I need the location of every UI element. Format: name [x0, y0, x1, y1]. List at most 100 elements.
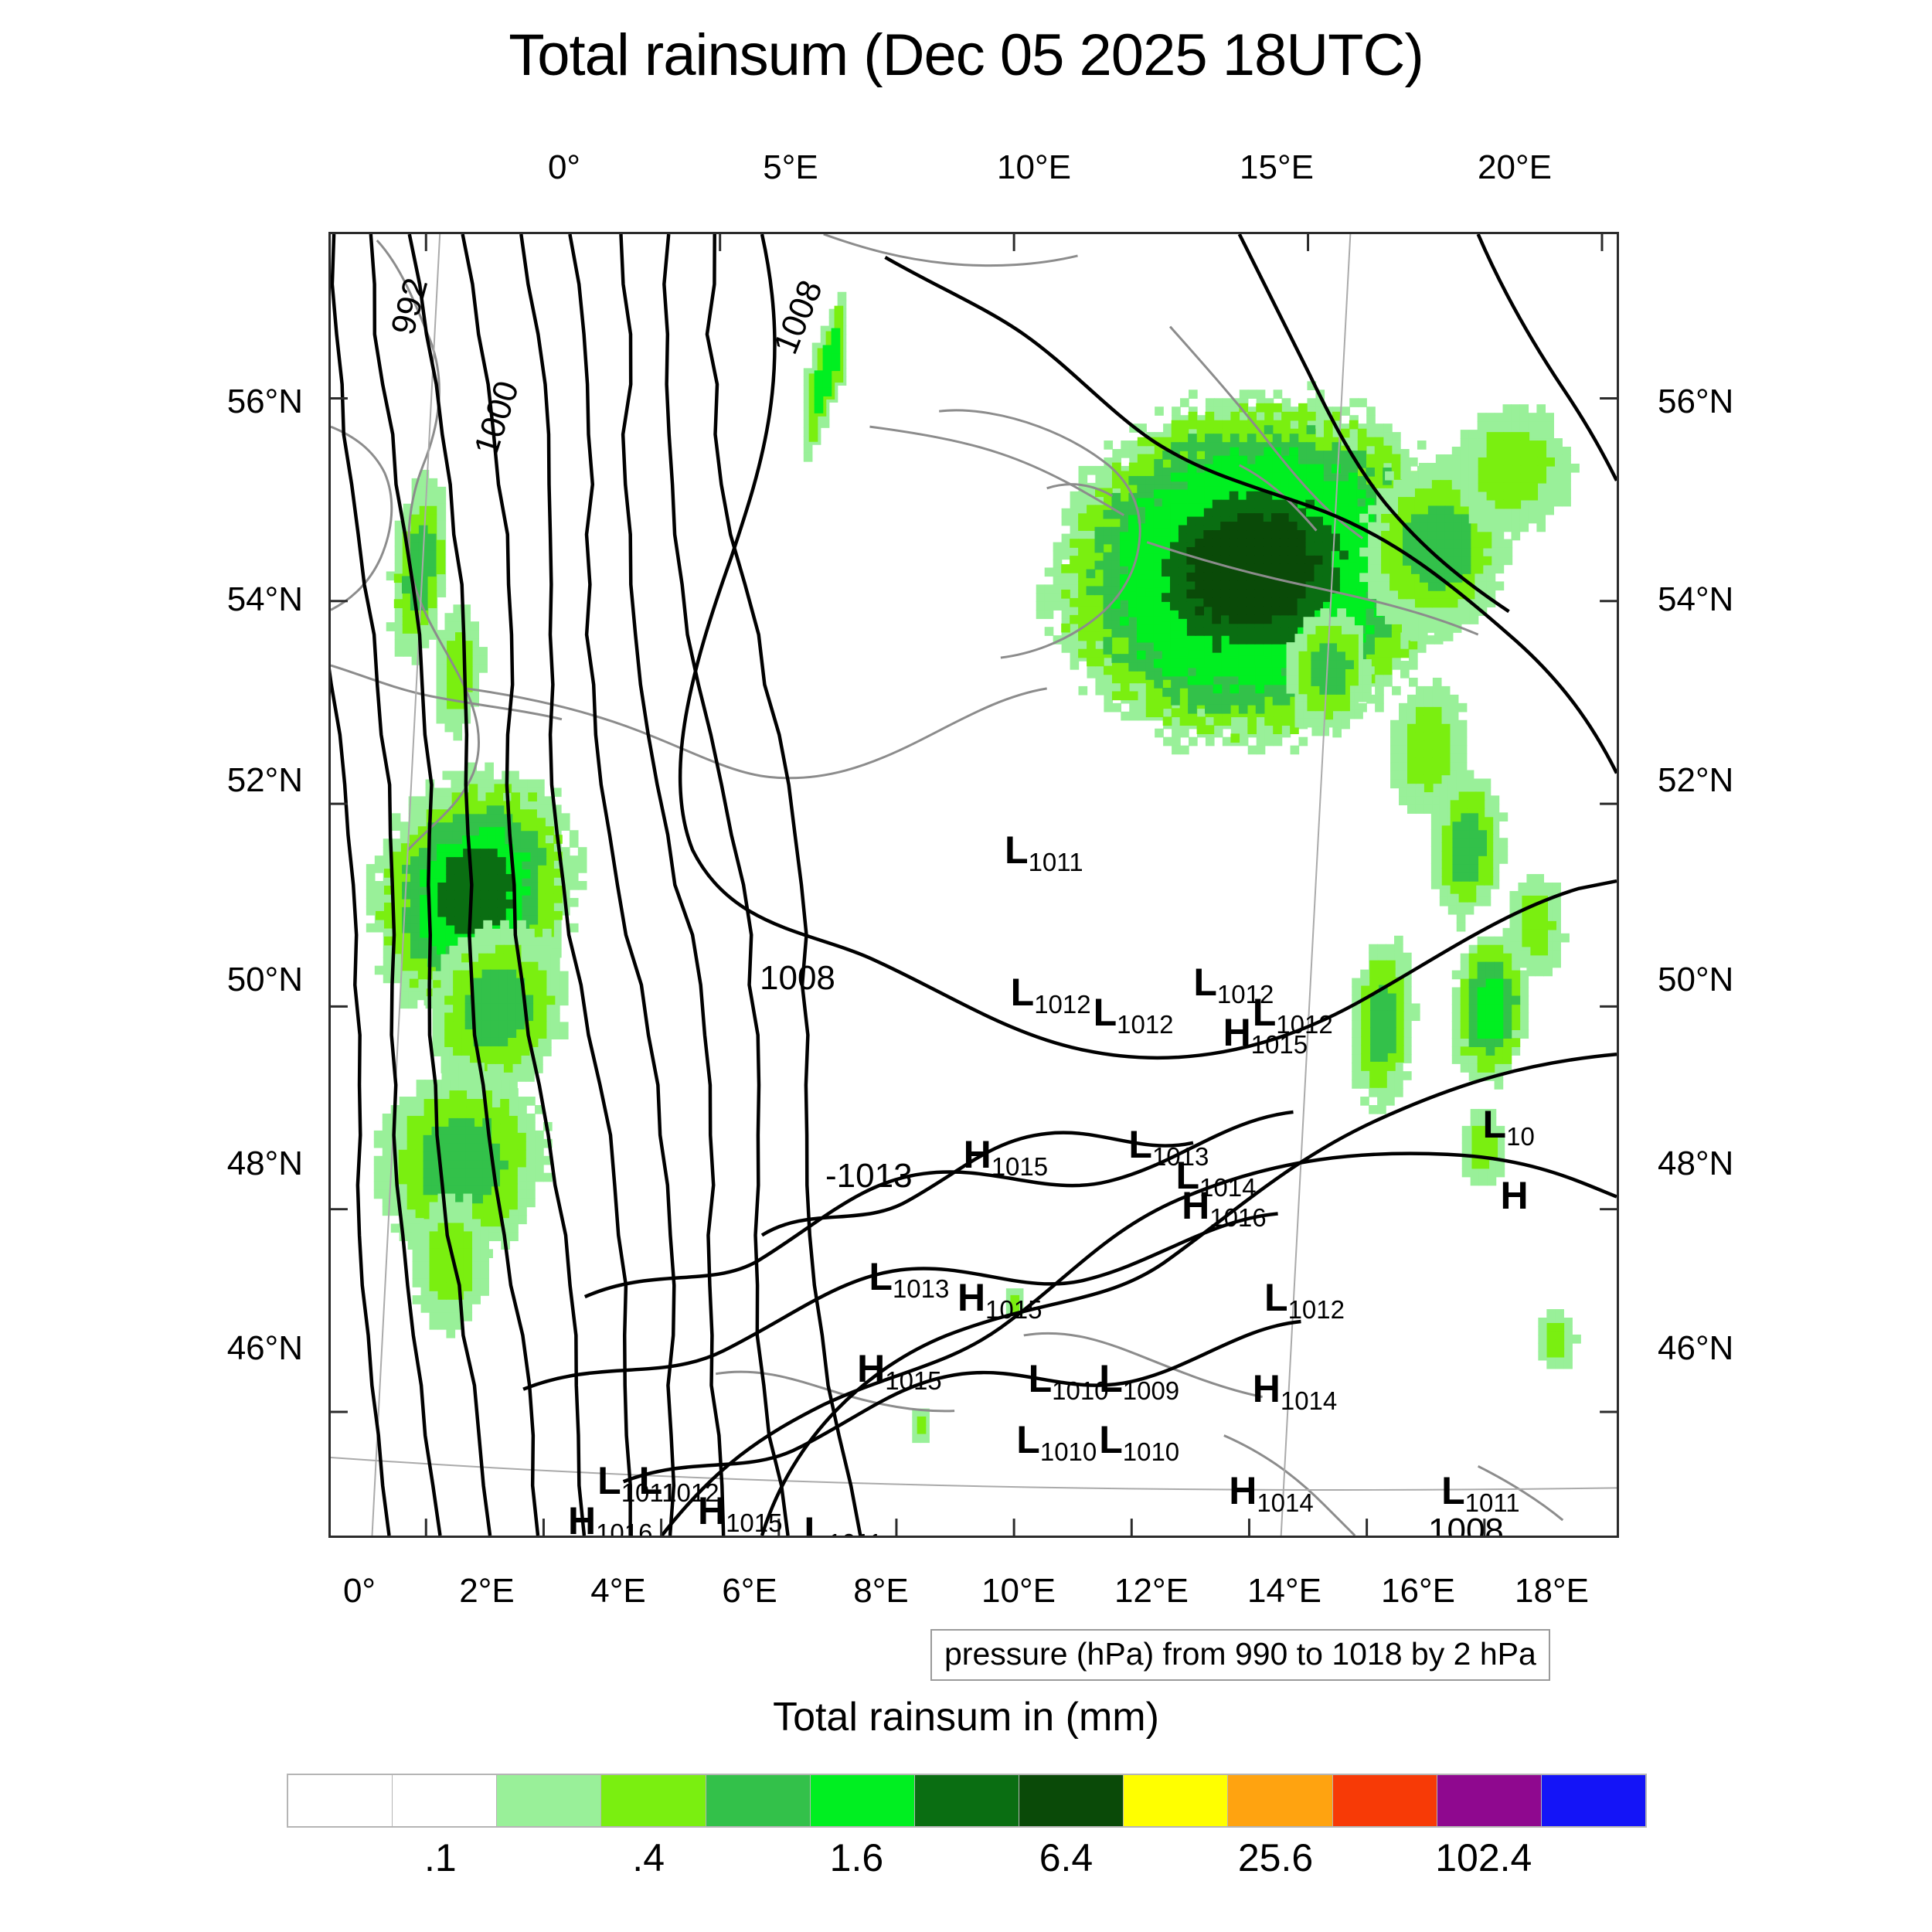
coast-inland-2	[1239, 464, 1318, 532]
lon-tick-bottom-7: 14°E	[1247, 1572, 1321, 1610]
page-title: Total rainsum (Dec 05 2025 18UTC)	[509, 22, 1424, 88]
parallel-45n	[331, 1457, 1617, 1491]
isobar-west-8	[662, 234, 790, 1536]
coast-inland-1	[1046, 483, 1114, 498]
isobar-west-6	[568, 234, 676, 1536]
meridian-0	[371, 234, 441, 1536]
lon-tick-top-3: 15°E	[1240, 148, 1314, 186]
colorbar-tick-labels: .1 .4 1.6 6.4 25.6 102.4	[287, 1835, 1647, 1889]
coast-balkan	[1477, 1464, 1564, 1522]
isobar-central-2	[622, 1319, 1301, 1484]
colorbar-tick-1: .4	[632, 1836, 665, 1879]
isobar-west-3	[407, 234, 540, 1536]
lon-tick-bottom-2: 4°E	[590, 1572, 646, 1610]
map-canvas	[331, 234, 1617, 1536]
lon-tick-top-1: 5°E	[763, 148, 818, 186]
coast-adriatic	[1223, 1434, 1356, 1536]
lat-tick-left-5: 46°N	[226, 1329, 303, 1367]
colorbar-segment-11	[1437, 1775, 1542, 1826]
isobar-north-3	[1476, 234, 1617, 481]
colorbar-segment-7	[1019, 1775, 1124, 1826]
colorbar-segment-4	[706, 1775, 811, 1826]
lat-tick-left-0: 56°N	[226, 383, 303, 420]
colorbar-tick-2: 1.6	[829, 1836, 884, 1879]
isobar-west-5	[519, 234, 632, 1536]
coast-jutland	[938, 409, 1141, 659]
precip-france-w-l2	[464, 969, 534, 1046]
colorbar-tick-4: 25.6	[1237, 1836, 1314, 1879]
coast-ireland	[331, 425, 393, 611]
lon-tick-bottom-6: 12°E	[1114, 1572, 1189, 1610]
isobar-west-2	[369, 234, 492, 1536]
precip-sweden-se-l1	[1478, 432, 1555, 509]
colorbar-segment-1	[393, 1775, 498, 1826]
lat-tick-right-0: 56°N	[1658, 383, 1734, 420]
precip-poland-nw-l1	[1406, 706, 1451, 793]
coast-n-sea	[869, 425, 1125, 516]
coast-alps-1	[1023, 1332, 1263, 1399]
colorbar-segment-3	[601, 1775, 706, 1826]
lat-tick-left-2: 52°N	[226, 761, 303, 799]
lat-tick-left-4: 48°N	[226, 1145, 303, 1182]
isobar-north-2	[1237, 234, 1510, 614]
colorbar-segment-5	[810, 1775, 915, 1826]
isobar-west-1	[331, 234, 442, 1536]
colorbar-segment-10	[1332, 1775, 1437, 1826]
coast-sweden-w	[1168, 325, 1364, 539]
colorbar-segment-0	[288, 1775, 393, 1826]
lat-tick-right-2: 52°N	[1658, 761, 1734, 799]
colorbar-tick-0: .1	[424, 1836, 457, 1879]
lon-tick-bottom-4: 8°E	[853, 1572, 909, 1610]
isobar-contour-layer	[331, 234, 1617, 1536]
precip-northsea-band-l2	[814, 328, 841, 413]
colorbar-segment-12	[1541, 1775, 1646, 1826]
precip-italy-spot-l1	[917, 1416, 927, 1434]
lon-tick-top-4: 20°E	[1478, 148, 1552, 186]
isobar-1008-main	[678, 234, 1617, 1060]
lon-tick-bottom-3: 6°E	[722, 1572, 777, 1610]
precipitation-shading-layer	[366, 291, 1581, 1444]
coast-baltic-s	[1146, 541, 1479, 636]
lon-tick-top-2: 10°E	[997, 148, 1071, 186]
isobar-central-0	[583, 1110, 1294, 1299]
colorbar[interactable]	[287, 1774, 1647, 1828]
coast-pyrenees	[715, 1370, 955, 1413]
coast-norway-s	[823, 234, 1078, 267]
weather-map[interactable]: L1011 L1012 L1012 L1012 L1012 H1015 L10 H1015 L1…	[328, 232, 1619, 1538]
colorbar-segment-8	[1124, 1775, 1229, 1826]
precip-alps-spot-l1	[1010, 1294, 1020, 1313]
colorbar-tick-5: 102.4	[1435, 1836, 1532, 1879]
isobar-west-4	[461, 234, 587, 1536]
isobar-west-0	[331, 668, 391, 1536]
lon-tick-bottom-9: 18°E	[1515, 1572, 1589, 1610]
precip-carpathians-w-l2	[1370, 985, 1396, 1062]
coast-nw-europe	[465, 687, 1047, 780]
colorbar-segment-2	[497, 1775, 602, 1826]
lon-tick-bottom-0: 0°	[342, 1572, 376, 1610]
pressure-legend: pressure (hPa) from 990 to 1018 by 2 hPa	[930, 1629, 1550, 1681]
lat-tick-right-4: 48°N	[1658, 1145, 1734, 1182]
lon-tick-bottom-5: 10°E	[981, 1572, 1056, 1610]
precip-baltic-coast-l2	[1311, 643, 1354, 695]
lon-tick-bottom-8: 16°E	[1381, 1572, 1455, 1610]
isobar-west-9	[705, 234, 862, 1536]
colorbar-tick-3: 6.4	[1039, 1836, 1094, 1879]
isobar-1010	[760, 1052, 1617, 1536]
isobar-north-1	[884, 255, 1617, 774]
lat-tick-left-3: 50°N	[226, 961, 303, 998]
lat-tick-right-1: 54°N	[1658, 580, 1734, 618]
lat-tick-left-1: 54°N	[226, 580, 303, 618]
colorbar-segment-9	[1228, 1775, 1333, 1826]
coast-channel-n	[331, 664, 563, 721]
lat-tick-right-3: 50°N	[1658, 961, 1734, 998]
isobar-central-1	[522, 1212, 1278, 1391]
lat-tick-right-5: 46°N	[1658, 1329, 1734, 1367]
isobar-1012a	[660, 1151, 1617, 1536]
meridian-15e	[1280, 234, 1352, 1536]
precip-france-s-l1	[429, 1223, 473, 1300]
colorbar-segment-6	[914, 1775, 1020, 1826]
precip-denmark-scandinavia-l6	[1186, 513, 1323, 624]
isobar-central-3	[760, 1131, 1194, 1237]
isobar-west-7	[619, 234, 726, 1536]
precip-carpathians-e-l3	[1477, 978, 1504, 1039]
